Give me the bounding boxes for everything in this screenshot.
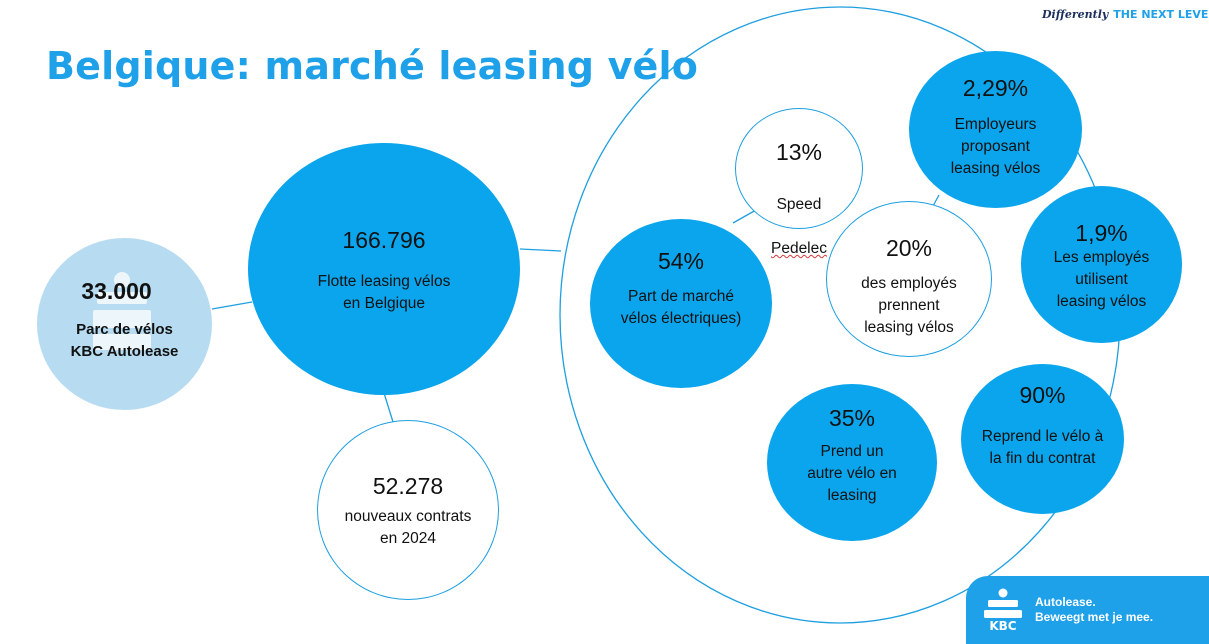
connector-electric-speed: [732, 209, 757, 224]
bubble-employees-take: 20% des employés prennent leasing vélos: [826, 201, 992, 357]
slogan: Differently THE NEXT LEVEL: [1042, 8, 1209, 21]
buyback-value: 90%: [1019, 382, 1066, 408]
kbc-fleet-value: 33.000: [81, 278, 152, 304]
fleet-label: Flotte leasing vélos en Belgique: [317, 273, 451, 312]
another-value: 35%: [828, 405, 876, 431]
speed-label-line2: Pedelec: [770, 240, 827, 257]
speed-label-line1: Speed: [776, 196, 822, 213]
speed-label: Speed Pedelec: [736, 172, 862, 260]
bubble-kbc-fleet: 33.000 Parc de vélos KBC Autolease: [37, 238, 212, 410]
electric-value: 54%: [657, 248, 705, 274]
employers-value: 2,29%: [962, 75, 1029, 101]
use-label: Les employés utilisent leasing vélos: [1053, 249, 1150, 310]
buyback-label: Reprend le vélo à la fin du contrat: [981, 428, 1104, 467]
bubble-contracts: 52.278 nouveaux contrats en 2024: [317, 420, 499, 600]
slogan-script: Differently: [1042, 8, 1109, 21]
electric-label: Part de marché vélos électriques): [620, 288, 742, 327]
footer-text: Autolease. Beweegt met je mee.: [1035, 595, 1153, 625]
employers-label: Employeurs proposant leasing vélos: [950, 116, 1041, 177]
bubble-another-bike: 35% Prend un autre vélo en leasing: [767, 384, 937, 541]
kbc-logo-icon: KBC: [984, 588, 1022, 632]
bubble-buyback: 90% Reprend le vélo à la fin du contrat: [961, 364, 1124, 514]
footer-brand: KBC Autolease. Beweegt met je mee.: [966, 576, 1209, 644]
footer-line1: Autolease.: [1035, 595, 1096, 609]
bubble-employers: 2,29% Employeurs proposant leasing vélos: [909, 51, 1082, 208]
connector-kbc-fleet: [211, 301, 253, 310]
connector-fleet-contracts: [383, 392, 394, 423]
bubble-speed-pedelec: 13% Speed Pedelec: [735, 108, 863, 257]
bubble-fleet: 166.796 Flotte leasing vélos en Belgique: [248, 143, 520, 395]
slogan-caps: THE NEXT LEVEL: [1113, 8, 1209, 21]
footer-line2: Beweegt met je mee.: [1035, 610, 1154, 624]
bubble-electric-share: 54% Part de marché vélos électriques): [590, 219, 772, 388]
kbc-fleet-label: Parc de vélos KBC Autolease: [70, 321, 179, 360]
another-label: Prend un autre vélo en leasing: [807, 443, 897, 504]
use-value: 1,9%: [1075, 220, 1128, 246]
kbc-logo-text: KBC: [989, 619, 1016, 632]
bubble-employees-use: 1,9% Les employés utilisent leasing vélo…: [1021, 186, 1182, 343]
take-label: des employés prennent leasing vélos: [861, 275, 957, 336]
contracts-label: nouveaux contrats en 2024: [344, 508, 472, 547]
connector-fleet-market: [519, 248, 562, 252]
page-title: Belgique: marché leasing vélo: [46, 44, 699, 88]
speed-value: 13%: [775, 139, 823, 165]
fleet-value: 166.796: [342, 227, 426, 253]
kbc-watermark-icon: [93, 272, 151, 350]
take-value: 20%: [885, 235, 933, 261]
contracts-value: 52.278: [372, 473, 444, 499]
